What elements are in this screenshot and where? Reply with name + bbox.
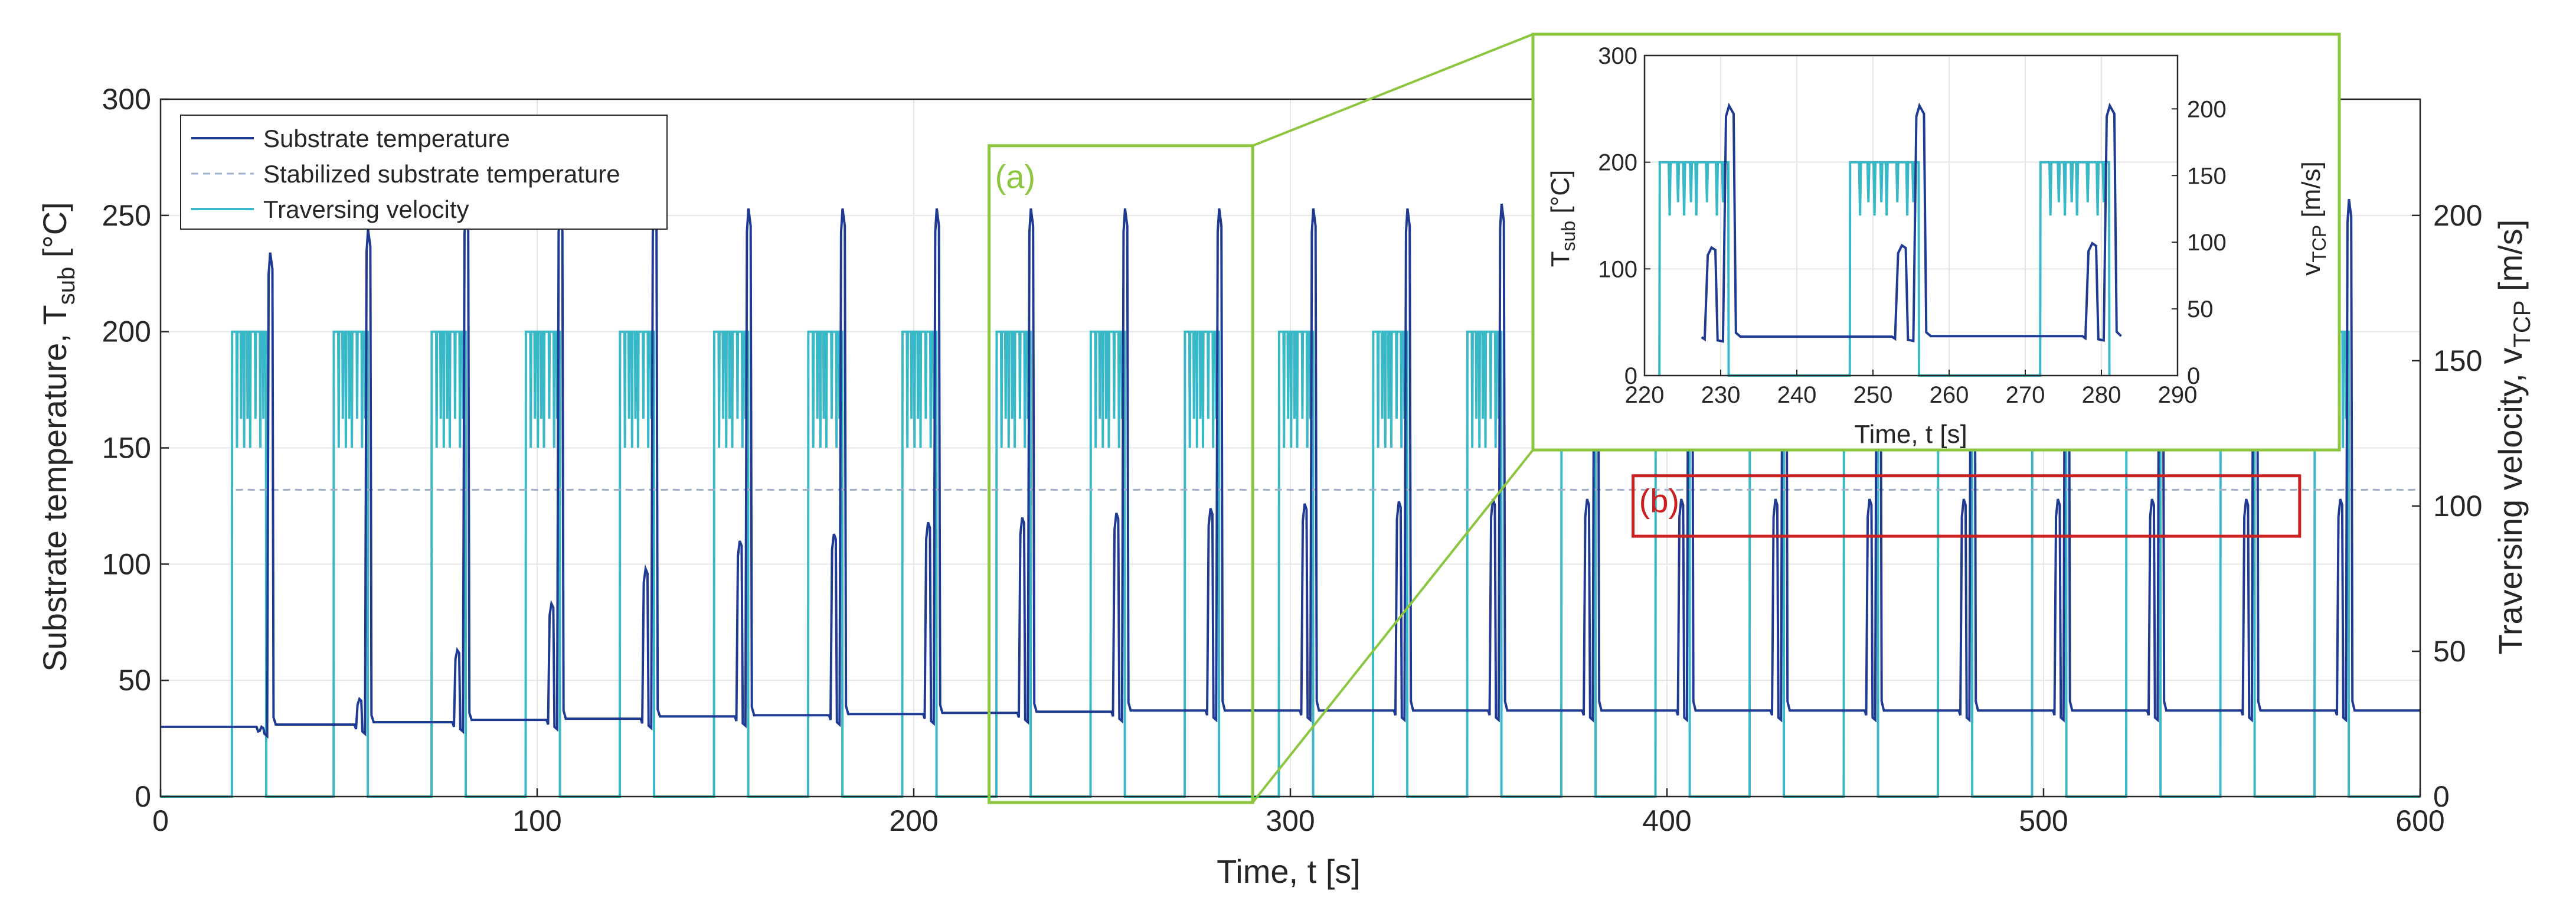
y-left-tick-label: 150 (102, 432, 151, 465)
inset-x-tick-label: 290 (2158, 382, 2198, 408)
annotation-label-b: (b) (1639, 482, 1679, 520)
annotations: (a) (b) (988, 144, 2302, 804)
y-left-tick-label: 0 (135, 780, 151, 813)
y-right-tick-label: 150 (2433, 344, 2482, 377)
y-left-tick-label: 200 (102, 315, 151, 348)
y-right-tick-label: 50 (2433, 635, 2466, 668)
inset-x-tick-label: 230 (1701, 382, 1741, 408)
y-right-tick-label: 0 (2433, 780, 2450, 813)
inset-series (1658, 102, 2122, 377)
inset-y-left-axis-label: Tsub [°C] (1546, 170, 1579, 267)
y-left-tick-label: 300 (102, 83, 151, 116)
x-tick-label: 100 (512, 804, 561, 837)
inset-series-traversing-velocity (1658, 161, 2111, 377)
inset-panel: 220 230 240 250 260 270 280 2900100200300050100… (1531, 32, 2341, 452)
y-right-tick-label: 100 (2433, 490, 2482, 523)
y-left-tick-label: 100 (102, 547, 151, 580)
inset-y-right-axis-label: vTCP [m/s] (2297, 161, 2330, 276)
inset-x-tick-label: 280 (2082, 382, 2121, 408)
y-left-tick-label: 250 (102, 199, 151, 232)
y-left-axis-label: Substrate temperature, Tsub [°C] (36, 202, 80, 672)
x-tick-label: 300 (1266, 804, 1315, 837)
series-substrate-temperature (161, 199, 2420, 739)
y-left-tick-label: 50 (118, 664, 151, 697)
inset-y-right-tick-label: 150 (2187, 163, 2227, 189)
zoom-connectors (1251, 33, 1534, 804)
zoom-connector-bottom (1251, 449, 1534, 804)
annotation-label-a: (a) (995, 158, 1035, 195)
x-tick-label: 600 (2395, 804, 2444, 837)
inset-x-axis-label: Time, t [s] (1854, 420, 1967, 449)
x-tick-label: 200 (889, 804, 938, 837)
legend-entry-substrate-temperature: Substrate temperature (263, 125, 510, 152)
legend-entry-traversing-velocity: Traversing velocity (263, 195, 469, 223)
inset-ticks: 220 230 240 250 260 270 280 2900100200300050100… (1598, 43, 2227, 408)
y-right-tick-label: 200 (2433, 199, 2482, 232)
inset-x-tick-label: 260 (1930, 382, 1969, 408)
inset-y-right-tick-label: 200 (2187, 96, 2227, 122)
x-axis-label: Time, t [s] (1217, 853, 1361, 890)
inset-y-left-tick-label: 100 (1598, 256, 1637, 282)
inset-axes (1643, 54, 2179, 377)
inset-y-left-tick-label: 300 (1598, 43, 1637, 69)
x-tick-label: 500 (2019, 804, 2068, 837)
main-ticks: 0 100 200 300 400 500 600050100150200250300050… (102, 83, 2483, 837)
inset-y-right-tick-label: 0 (2187, 363, 2200, 389)
inset-y-right-tick-label: 50 (2187, 296, 2214, 322)
inset-x-tick-label: 250 (1853, 382, 1893, 408)
inset-y-left-tick-label: 0 (1624, 363, 1637, 389)
zoom-box-a (988, 144, 1254, 804)
x-tick-label: 0 (152, 804, 169, 837)
legend-entry-stabilized-temperature: Stabilized substrate temperature (263, 160, 620, 188)
inset-x-tick-label: 220 (1625, 382, 1665, 408)
inset-series-substrate-temperature (1701, 102, 2122, 343)
inset-x-tick-label: 240 (1777, 382, 1817, 408)
x-tick-label: 400 (1642, 804, 1691, 837)
zoom-connector-top (1252, 33, 1534, 147)
inset-y-right-tick-label: 100 (2187, 230, 2227, 256)
inset-frame (1531, 32, 2341, 452)
legend: Substrate temperature Stabilized substra… (180, 115, 668, 230)
legend-box (180, 115, 668, 230)
highlight-box-b (1632, 474, 2302, 538)
y-right-axis-label: Traversing velocity, vTCP [m/s] (2492, 220, 2535, 655)
inset-y-left-tick-label: 200 (1598, 150, 1637, 176)
inset-axes-frame (1643, 54, 2179, 377)
inset-x-tick-label: 270 (2006, 382, 2045, 408)
